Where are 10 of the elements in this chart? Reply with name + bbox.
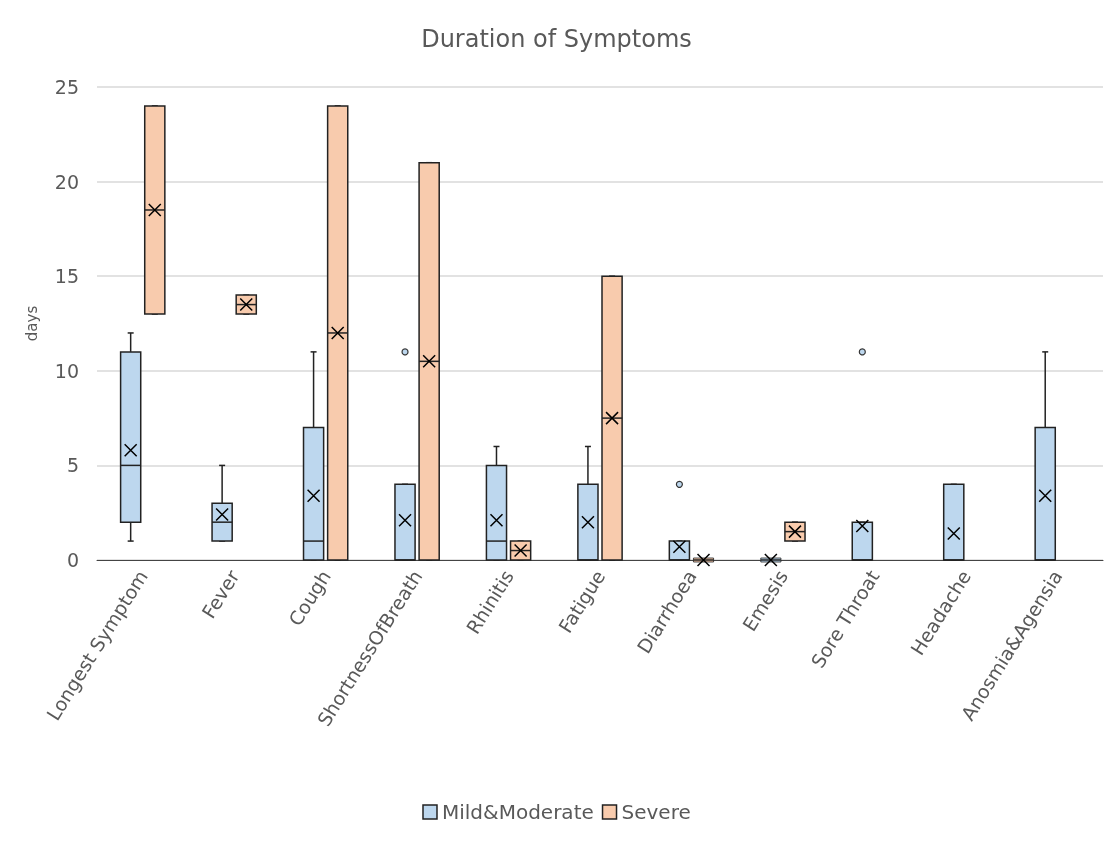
- legend-label: Severe: [621, 800, 691, 824]
- y-tick-label: 15: [54, 265, 79, 288]
- y-axis-title: days: [22, 305, 41, 342]
- chart-title: Duration of Symptoms: [421, 25, 692, 53]
- y-tick-label: 0: [66, 549, 79, 571]
- y-tick-label: 5: [66, 454, 79, 477]
- y-tick-label: 20: [54, 170, 79, 193]
- y-tick-label: 10: [54, 359, 79, 382]
- legend-label: Mild&Moderate: [442, 800, 594, 824]
- y-tick-label: 25: [54, 76, 79, 98]
